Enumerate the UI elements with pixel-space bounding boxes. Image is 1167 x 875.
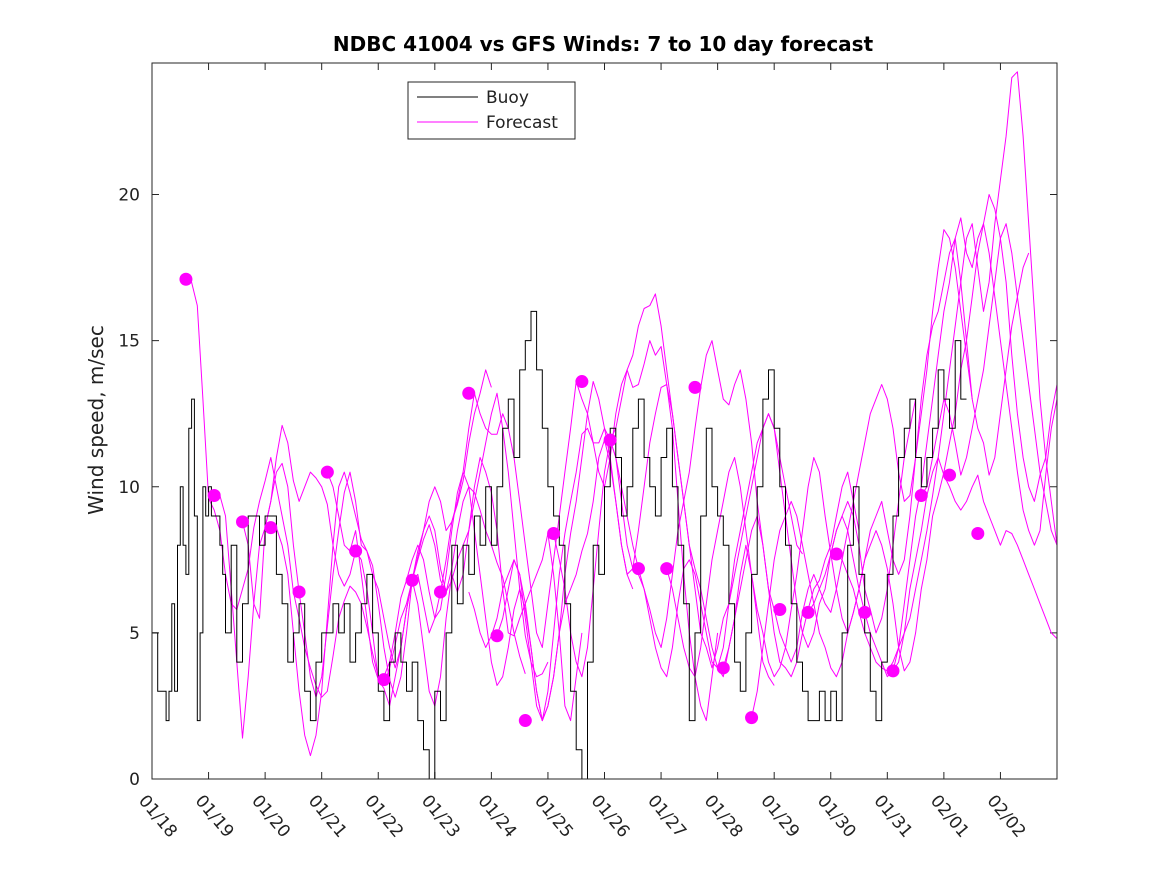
buoy-line	[152, 310, 967, 780]
forecast-marker	[207, 489, 221, 503]
forecast-marker	[575, 375, 589, 389]
forecast-marker	[462, 386, 476, 400]
y-tick-labels: 0 5 10 15 20	[118, 186, 140, 790]
forecast-line	[496, 340, 803, 722]
legend: Buoy Forecast	[407, 81, 576, 140]
y-tick-label: 15	[118, 332, 140, 352]
buoy-series	[152, 310, 967, 780]
plot-frame	[151, 62, 1058, 780]
forecast-line	[751, 194, 1058, 718]
forecast-marker	[716, 661, 730, 675]
plot-area	[152, 63, 1057, 779]
forecast-marker	[405, 573, 419, 587]
forecast-markers	[179, 272, 985, 728]
forecast-marker	[914, 489, 928, 503]
forecast-marker	[801, 605, 815, 619]
forecast-line	[836, 71, 1058, 672]
forecast-marker	[349, 544, 363, 558]
forecast-marker	[886, 664, 900, 678]
forecast-marker	[433, 585, 447, 599]
forecast-line	[242, 392, 549, 698]
forecast-marker	[971, 527, 985, 541]
forecast-line	[807, 217, 1058, 678]
forecast-marker	[236, 515, 249, 529]
forecast-marker	[179, 272, 193, 286]
forecast-line	[892, 457, 1058, 672]
forecast-marker	[745, 711, 759, 725]
y-tick-label: 5	[129, 624, 140, 644]
legend-box	[407, 81, 576, 140]
legend-label-forecast: Forecast	[486, 113, 558, 133]
forecast-marker	[264, 521, 278, 535]
forecast-marker	[858, 605, 872, 619]
y-axis-label: Wind speed, m/sec	[84, 325, 108, 515]
forecast-marker	[688, 380, 702, 394]
forecast-marker	[943, 468, 957, 482]
chart-title: NDBC 41004 vs GFS Winds: 7 to 10 day for…	[333, 32, 874, 56]
forecast-marker	[829, 547, 843, 561]
forecast-marker	[603, 433, 617, 447]
forecast-marker	[292, 585, 306, 599]
forecast-marker	[660, 562, 674, 576]
forecast-marker	[377, 673, 391, 687]
forecast-marker	[631, 562, 645, 576]
y-tick-label: 20	[118, 186, 140, 206]
forecast-line	[666, 237, 973, 678]
forecast-marker	[547, 527, 561, 541]
legend-label-buoy: Buoy	[486, 88, 529, 108]
y-tick-label: 10	[118, 478, 140, 498]
y-tick-label: 0	[129, 770, 140, 790]
forecast-marker	[518, 714, 532, 728]
forecast-marker	[773, 602, 787, 616]
forecast-marker	[320, 465, 334, 479]
forecast-marker	[490, 629, 504, 643]
